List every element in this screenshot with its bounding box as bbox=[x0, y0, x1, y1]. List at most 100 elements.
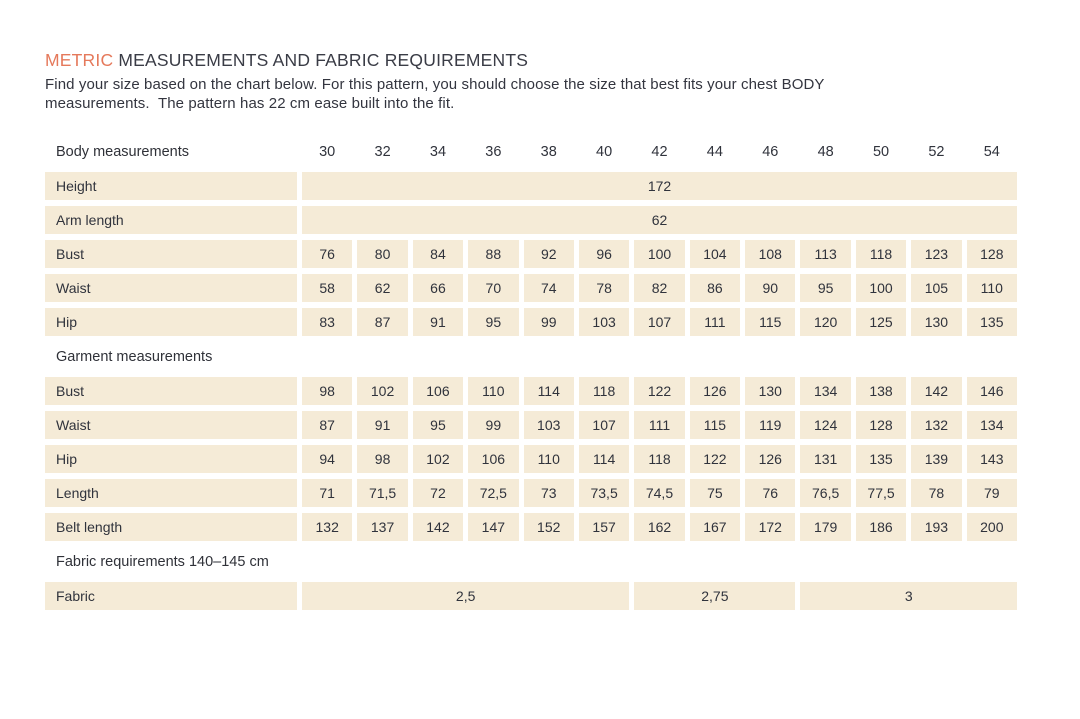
value-cell: 95 bbox=[412, 411, 464, 439]
value-cell: 76 bbox=[302, 240, 353, 268]
value-cell: 108 bbox=[745, 240, 796, 268]
value-cell: 115 bbox=[745, 308, 796, 336]
table-row: Belt length 132 137 142 147 152 157 162 167 172 17… bbox=[45, 513, 1017, 541]
value-cell: 102 bbox=[412, 445, 464, 473]
page-title: METRIC MEASUREMENTS AND FABRIC REQUIREME… bbox=[45, 50, 1035, 71]
section-header-row: Body measurements 30 32 34 36 38 40 42 44 46 48 50 5… bbox=[45, 139, 1017, 165]
value-cell: 78 bbox=[911, 479, 962, 507]
table-row: Arm length 62 bbox=[45, 206, 1017, 234]
value-cell: 135 bbox=[966, 308, 1017, 336]
value-cell: 132 bbox=[302, 513, 353, 541]
row-label: Waist bbox=[45, 411, 297, 439]
size-col-header: 30 bbox=[319, 144, 336, 160]
intro-line-2: measurements. The pattern has 22 cm ease… bbox=[45, 94, 455, 112]
value-cell: 152 bbox=[523, 513, 574, 541]
table-row: Length 71 71,5 72 72,5 73 73,5 74,5 75 76 76,5 77,5… bbox=[45, 479, 1017, 507]
value-cell: 99 bbox=[468, 411, 519, 439]
value-cell: 106 bbox=[468, 445, 519, 473]
value-cell: 126 bbox=[689, 377, 741, 405]
value-cell: 120 bbox=[800, 308, 851, 336]
value-cell: 111 bbox=[689, 308, 741, 336]
value-cell: 110 bbox=[966, 274, 1017, 302]
value-cell: 71,5 bbox=[357, 479, 408, 507]
value-cell: 107 bbox=[634, 308, 685, 336]
table-row: Height 172 bbox=[45, 172, 1017, 200]
value-cell: 72,5 bbox=[468, 479, 519, 507]
value-cell: 167 bbox=[689, 513, 741, 541]
merged-value-cell: 2,5 bbox=[302, 582, 630, 610]
value-cell: 74 bbox=[523, 274, 574, 302]
value-cell: 105 bbox=[911, 274, 962, 302]
value-cell: 58 bbox=[302, 274, 353, 302]
value-cell: 78 bbox=[578, 274, 630, 302]
value-cell: 100 bbox=[634, 240, 685, 268]
value-cell: 131 bbox=[800, 445, 851, 473]
row-label: Belt length bbox=[45, 513, 297, 541]
table-row: Hip 94 98 102 106 110 114 118 122 126 131 135 139 143 bbox=[45, 445, 1017, 473]
intro-line-1: Find your size based on the chart below.… bbox=[45, 76, 825, 93]
value-cell: 126 bbox=[745, 445, 796, 473]
value-cell: 80 bbox=[357, 240, 408, 268]
value-cell: 123 bbox=[911, 240, 962, 268]
value-cell: 103 bbox=[523, 411, 574, 439]
value-cell: 142 bbox=[911, 377, 962, 405]
value-cell: 179 bbox=[800, 513, 851, 541]
row-label: Arm length bbox=[45, 206, 297, 234]
value-cell: 128 bbox=[966, 240, 1017, 268]
value-cell: 111 bbox=[634, 411, 685, 439]
value-cell: 100 bbox=[855, 274, 907, 302]
value-cell: 73,5 bbox=[578, 479, 630, 507]
merged-value-cell: 172 bbox=[302, 172, 1017, 200]
value-cell: 119 bbox=[745, 411, 796, 439]
value-cell: 95 bbox=[468, 308, 519, 336]
value-cell: 135 bbox=[855, 445, 907, 473]
value-cell: 91 bbox=[357, 411, 408, 439]
value-cell: 87 bbox=[302, 411, 353, 439]
value-cell: 95 bbox=[800, 274, 851, 302]
value-cell: 124 bbox=[800, 411, 851, 439]
value-cell: 70 bbox=[468, 274, 519, 302]
value-cell: 113 bbox=[800, 240, 851, 268]
merged-value-cell: 2,75 bbox=[634, 582, 796, 610]
title-rest: MEASUREMENTS AND FABRIC REQUIREMENTS bbox=[113, 50, 529, 70]
value-cell: 92 bbox=[523, 240, 574, 268]
value-cell: 103 bbox=[578, 308, 630, 336]
value-cell: 134 bbox=[966, 411, 1017, 439]
title-highlight: METRIC bbox=[45, 50, 114, 70]
size-col-header: 44 bbox=[706, 144, 723, 160]
size-col-header: 34 bbox=[429, 144, 447, 160]
value-cell: 125 bbox=[855, 308, 907, 336]
value-cell: 76,5 bbox=[800, 479, 851, 507]
value-cell: 138 bbox=[855, 377, 907, 405]
value-cell: 147 bbox=[468, 513, 519, 541]
value-cell: 91 bbox=[412, 308, 464, 336]
value-cell: 118 bbox=[578, 377, 630, 405]
value-cell: 143 bbox=[966, 445, 1017, 473]
value-cell: 128 bbox=[855, 411, 907, 439]
section-header: Fabric requirements 140–145 cm bbox=[56, 554, 269, 570]
size-col-header: 42 bbox=[651, 144, 668, 160]
row-label: Fabric bbox=[45, 582, 297, 610]
table-row: Waist 58 62 66 70 74 78 82 86 90 95 100 105 110 bbox=[45, 274, 1017, 302]
size-col-header: 52 bbox=[928, 144, 945, 160]
row-label: Length bbox=[45, 479, 297, 507]
value-cell: 98 bbox=[357, 445, 408, 473]
value-cell: 74,5 bbox=[634, 479, 685, 507]
value-cell: 118 bbox=[855, 240, 907, 268]
value-cell: 146 bbox=[966, 377, 1017, 405]
value-cell: 172 bbox=[745, 513, 796, 541]
merged-value-cell: 3 bbox=[800, 582, 1017, 610]
section-header-row: Garment measurements bbox=[45, 344, 1017, 370]
value-cell: 86 bbox=[689, 274, 741, 302]
value-cell: 157 bbox=[578, 513, 630, 541]
value-cell: 102 bbox=[357, 377, 408, 405]
row-label: Hip bbox=[45, 445, 297, 473]
value-cell: 200 bbox=[966, 513, 1017, 541]
intro-text: Find your size based on the chart below.… bbox=[45, 76, 1035, 113]
value-cell: 71 bbox=[302, 479, 353, 507]
size-col-header: 38 bbox=[540, 144, 557, 160]
value-cell: 130 bbox=[745, 377, 796, 405]
table-row: Fabric 2,5 2,75 3 bbox=[45, 582, 1017, 610]
value-cell: 73 bbox=[523, 479, 574, 507]
row-label: Height bbox=[45, 172, 297, 200]
